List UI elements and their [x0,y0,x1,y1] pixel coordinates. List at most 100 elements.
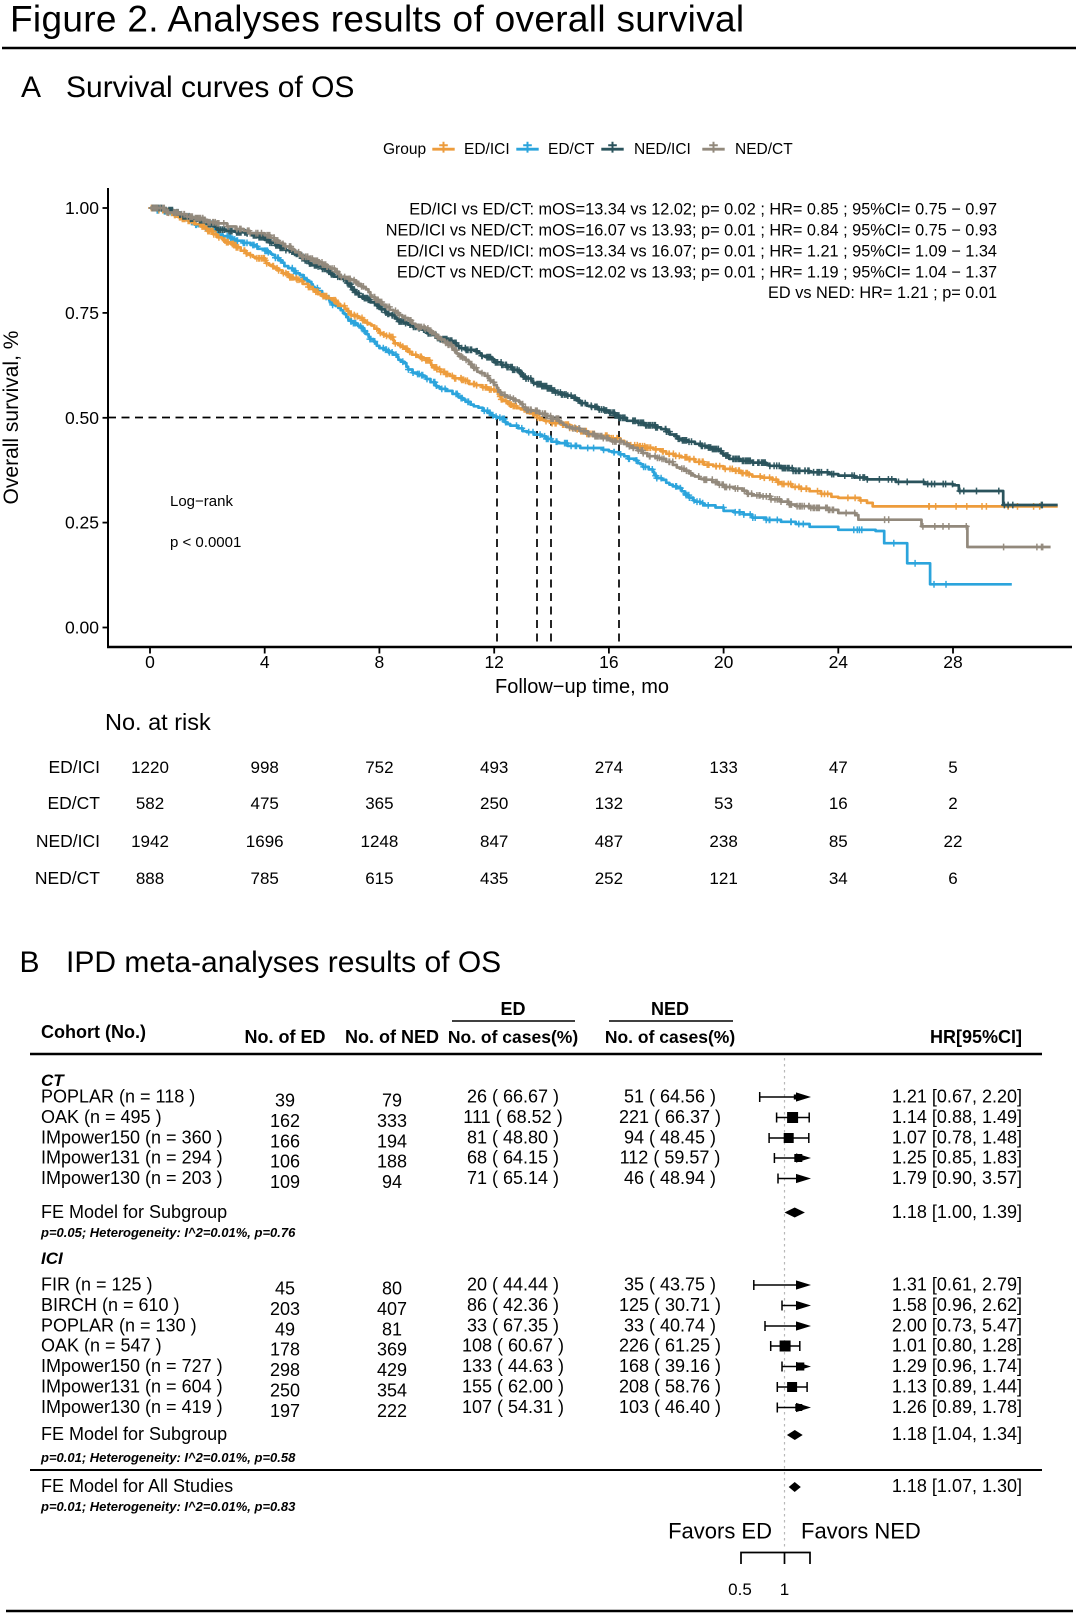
svg-text:252: 252 [595,869,623,888]
svg-text:1.79 [0.90, 3.57]: 1.79 [0.90, 3.57] [892,1168,1022,1188]
svg-text:IPD meta-analyses results of O: IPD meta-analyses results of OS [66,946,501,979]
svg-text:1.01 [0.80, 1.28]: 1.01 [0.80, 1.28] [892,1336,1022,1356]
svg-text:112 ( 59.57 ): 112 ( 59.57 ) [620,1148,721,1168]
svg-text:NED/CT: NED/CT [735,141,793,158]
svg-text:No. of cases(%): No. of cases(%) [448,1027,578,1047]
svg-text:33 ( 40.74 ): 33 ( 40.74 ) [624,1316,716,1336]
svg-text:NED: NED [651,999,689,1019]
svg-text:1.31 [0.61, 2.79]: 1.31 [0.61, 2.79] [892,1275,1022,1295]
svg-text:ICI: ICI [41,1249,64,1268]
svg-text:Favors ED: Favors ED [668,1519,772,1544]
svg-text:208 ( 58.76 ): 208 ( 58.76 ) [619,1377,721,1397]
svg-text:OAK (n = 495 ): OAK (n = 495 ) [41,1107,162,1127]
svg-text:369: 369 [377,1340,407,1360]
svg-text:107 ( 54.31 ): 107 ( 54.31 ) [462,1397,564,1417]
svg-text:39: 39 [275,1091,295,1111]
svg-text:888: 888 [136,869,164,888]
svg-text:222: 222 [377,1401,407,1421]
svg-text:8: 8 [375,652,385,672]
svg-text:1: 1 [780,1580,789,1599]
svg-text:81 ( 48.80 ): 81 ( 48.80 ) [467,1128,559,1148]
svg-text:6: 6 [948,869,957,888]
svg-text:Figure 2. Analyses results of: Figure 2. Analyses results of overall su… [10,0,744,40]
svg-text:0.00: 0.00 [65,618,99,638]
svg-text:250: 250 [480,794,508,813]
svg-text:OAK (n = 547 ): OAK (n = 547 ) [41,1336,162,1356]
svg-text:Log−rank: Log−rank [170,493,233,510]
svg-text:68 ( 64.15 ): 68 ( 64.15 ) [467,1148,559,1168]
svg-text:IMpower150 (n = 727 ): IMpower150 (n = 727 ) [41,1356,223,1376]
svg-text:0.50: 0.50 [65,408,99,428]
svg-text:Overall survival, %: Overall survival, % [0,331,23,505]
svg-text:53: 53 [714,794,733,813]
svg-text:0.25: 0.25 [65,513,99,533]
svg-text:86 ( 42.36 ): 86 ( 42.36 ) [467,1295,559,1315]
svg-text:298: 298 [270,1360,300,1380]
svg-text:HR[95%CI]: HR[95%CI] [930,1027,1022,1047]
svg-text:No. at risk: No. at risk [105,709,211,735]
svg-text:16: 16 [829,794,848,813]
svg-text:p=0.01; Heterogeneity: I^2=0.0: p=0.01; Heterogeneity: I^2=0.01%, p=0.58 [40,1450,296,1465]
svg-text:ED: ED [500,999,525,1019]
svg-text:20 ( 44.44 ): 20 ( 44.44 ) [467,1275,559,1295]
svg-text:ED vs NED: HR= 1.21 ; p= 0.01: ED vs NED: HR= 1.21 ; p= 0.01 [768,284,997,302]
svg-text:475: 475 [251,794,279,813]
svg-text:IMpower130 (n = 203 ): IMpower130 (n = 203 ) [41,1168,223,1188]
svg-text:162: 162 [270,1111,300,1131]
svg-text:ED/ICI: ED/ICI [48,757,100,777]
svg-text:NED/CT: NED/CT [35,868,100,888]
svg-text:274: 274 [595,758,623,777]
svg-text:1.25 [0.85, 1.83]: 1.25 [0.85, 1.83] [892,1148,1022,1168]
svg-text:p=0.05; Heterogeneity: I^2=0.0: p=0.05; Heterogeneity: I^2=0.01%, p=0.76 [40,1225,296,1240]
svg-text:80: 80 [382,1279,402,1299]
svg-text:1.18 [1.07, 1.30]: 1.18 [1.07, 1.30] [892,1476,1022,1496]
svg-text:582: 582 [136,794,164,813]
svg-text:133: 133 [709,758,737,777]
svg-text:Group: Group [383,141,426,158]
svg-text:493: 493 [480,758,508,777]
svg-text:111 ( 68.52 ): 111 ( 68.52 ) [463,1107,562,1127]
svg-text:203: 203 [270,1299,300,1319]
svg-text:81: 81 [382,1320,402,1340]
svg-text:238: 238 [709,832,737,851]
svg-text:NED/ICI: NED/ICI [36,831,100,851]
svg-text:No. of NED: No. of NED [345,1027,439,1047]
svg-text:51 ( 64.56 ): 51 ( 64.56 ) [624,1087,716,1107]
svg-text:Favors NED: Favors NED [801,1519,921,1544]
svg-text:1220: 1220 [131,758,169,777]
svg-text:2.00 [0.73, 5.47]: 2.00 [0.73, 5.47] [892,1316,1022,1336]
svg-text:IMpower130 (n = 419 ): IMpower130 (n = 419 ) [41,1397,223,1417]
svg-text:1.26 [0.89, 1.78]: 1.26 [0.89, 1.78] [892,1397,1022,1417]
svg-text:94: 94 [382,1172,402,1192]
svg-text:35 ( 43.75 ): 35 ( 43.75 ) [624,1275,716,1295]
svg-text:429: 429 [377,1360,407,1380]
svg-text:109: 109 [270,1172,300,1192]
svg-text:188: 188 [377,1152,407,1172]
svg-text:365: 365 [365,794,393,813]
svg-text:49: 49 [275,1320,295,1340]
svg-text:166: 166 [270,1132,300,1152]
svg-text:5: 5 [948,758,957,777]
svg-text:NED/ICI: NED/ICI [634,141,691,158]
svg-text:CT: CT [41,1071,65,1090]
svg-text:45: 45 [275,1279,295,1299]
svg-text:94 ( 48.45 ): 94 ( 48.45 ) [624,1128,716,1148]
svg-text:1942: 1942 [131,832,169,851]
svg-text:85: 85 [829,832,848,851]
svg-text:1.13 [0.89, 1.44]: 1.13 [0.89, 1.44] [892,1377,1022,1397]
svg-text:No. of ED: No. of ED [245,1027,326,1047]
svg-text:197: 197 [270,1401,300,1421]
svg-text:IMpower131 (n = 294 ): IMpower131 (n = 294 ) [41,1148,223,1168]
svg-text:79: 79 [382,1091,402,1111]
svg-text:250: 250 [270,1381,300,1401]
svg-text:1696: 1696 [246,832,284,851]
svg-text:1248: 1248 [360,832,398,851]
svg-text:IMpower150 (n = 360 ): IMpower150 (n = 360 ) [41,1128,223,1148]
svg-text:133 ( 44.63 ): 133 ( 44.63 ) [462,1356,564,1376]
svg-text:Cohort (No.): Cohort (No.) [41,1022,146,1042]
svg-text:71 ( 65.14 ): 71 ( 65.14 ) [467,1168,559,1188]
svg-text:ED/ICI vs NED/ICI: mOS=13.34 v: ED/ICI vs NED/ICI: mOS=13.34 vs 16.07; p… [397,242,997,260]
svg-text:Follow−up time, mo: Follow−up time, mo [495,676,669,698]
svg-text:407: 407 [377,1299,407,1319]
svg-text:p < 0.0001: p < 0.0001 [170,534,241,551]
